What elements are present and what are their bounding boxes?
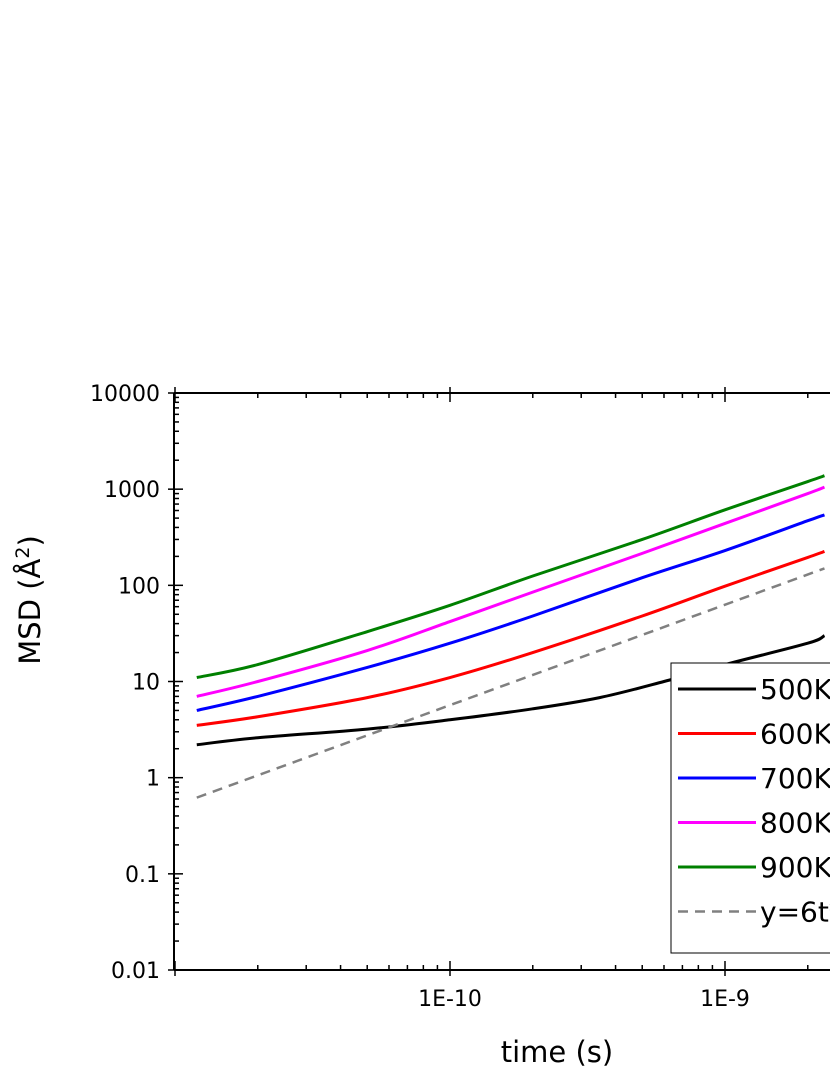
legend-label: 900K	[760, 851, 830, 884]
series-line-600k	[196, 550, 825, 727]
y-tick-label: 10000	[90, 382, 160, 407]
y-tick-label: 1	[146, 767, 160, 792]
legend-label: 500K	[760, 673, 830, 706]
legend: 500K 600K 700K 800K 900K y=6t*	[670, 662, 830, 954]
y-tick-label: 100	[118, 574, 160, 599]
legend-label: 800K	[760, 807, 830, 840]
series-line-500k	[196, 634, 826, 747]
series-line-900k	[196, 474, 825, 679]
y-tick-label: 0.1	[125, 863, 160, 888]
series-line-700k	[196, 513, 825, 712]
y-tick-label: 1000	[104, 478, 160, 503]
y-axis-title: MSD (Å2)	[12, 535, 47, 665]
x-axis-title: time (s)	[501, 1035, 613, 1069]
legend-label: 600K	[760, 718, 830, 751]
y-tick-label: 10	[132, 671, 160, 696]
series-line-800k	[196, 485, 826, 698]
y-tick-label: 0.01	[111, 959, 160, 984]
legend-box	[670, 662, 830, 954]
x-tick-label: 1E-10	[418, 987, 482, 1012]
legend-label: 700K	[760, 762, 830, 795]
legend-label: y=6t*	[760, 896, 830, 929]
x-tick-label: 1E-9	[700, 987, 750, 1012]
series-line-y6t	[196, 567, 825, 799]
series-layer	[196, 474, 826, 799]
axes: 10000 1000 100 10 1 0.1 0.01 1E-10 1E-9	[90, 382, 830, 1012]
